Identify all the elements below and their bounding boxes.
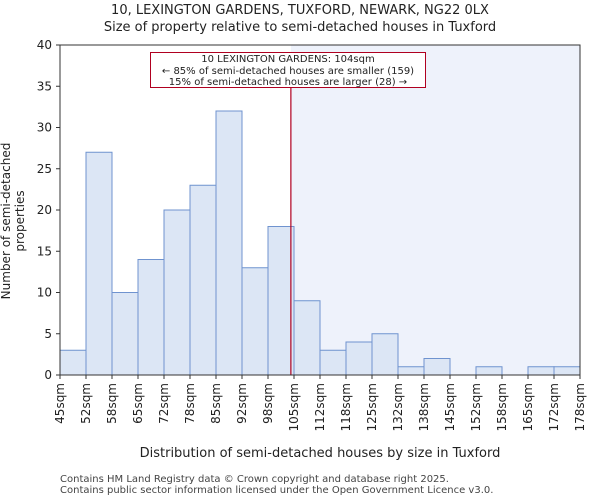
y-axis-label: Number of semi-detached properties [0, 142, 27, 300]
x-tick-label-112sqm: 112sqm [313, 383, 327, 431]
bar-58sqm [111, 292, 139, 376]
bar-165sqm [527, 366, 555, 376]
annotation-box: 10 LEXINGTON GARDENS: 104sqm ← 85% of se… [150, 52, 426, 88]
bar-72sqm [163, 209, 191, 376]
y-tick-label: 25 [37, 162, 52, 176]
bar-118sqm [345, 341, 373, 376]
x-tick-label-165sqm: 165sqm [521, 383, 535, 431]
bar-132sqm [397, 366, 425, 376]
bar-65sqm [137, 259, 165, 376]
x-tick-label-65sqm: 65sqm [131, 383, 145, 424]
x-tick-label-58sqm: 58sqm [105, 383, 119, 424]
x-tick-label-98sqm: 98sqm [261, 383, 275, 424]
bar-125sqm [371, 333, 399, 376]
x-tick-label-72sqm: 72sqm [157, 383, 171, 424]
annotation-line1: 10 LEXINGTON GARDENS: 104sqm [201, 54, 375, 65]
x-tick-label-105sqm: 105sqm [287, 383, 301, 431]
bar-105sqm [293, 300, 321, 376]
x-tick-label-138sqm: 138sqm [417, 383, 431, 431]
footer-line1: Contains HM Land Registry data © Crown c… [60, 474, 449, 485]
y-tick-label: 15 [37, 244, 52, 258]
bar-98sqm [267, 226, 295, 376]
x-tick-label-158sqm: 158sqm [495, 383, 509, 431]
y-tick-label: 5 [44, 327, 52, 341]
y-tick-label: 20 [37, 203, 52, 217]
x-tick-label-178sqm: 178sqm [573, 383, 587, 431]
annotation-line2: ← 85% of semi-detached houses are smalle… [161, 65, 415, 77]
x-tick-label-85sqm: 85sqm [209, 383, 223, 424]
bar-112sqm [319, 349, 347, 376]
y-tick-label: 40 [37, 38, 52, 52]
bar-52sqm [85, 151, 113, 376]
y-tick-label: 0 [44, 368, 52, 382]
x-tick-label-125sqm: 125sqm [365, 383, 379, 431]
bar-92sqm [241, 267, 269, 376]
y-tick-label: 30 [37, 121, 52, 135]
y-tick-label: 35 [37, 79, 52, 93]
axes-frame [59, 44, 581, 376]
bar-152sqm [475, 366, 503, 376]
y-tick-label: 10 [37, 286, 52, 300]
larger-region-background [290, 45, 580, 375]
annotation-line3: 15% of semi-detached houses are larger (… [168, 77, 408, 88]
x-tick-label-172sqm: 172sqm [547, 383, 561, 431]
bar-172sqm [553, 366, 581, 376]
bar-85sqm [215, 110, 243, 376]
x-tick-label-45sqm: 45sqm [53, 383, 67, 424]
footer-line2: Contains public sector information licen… [60, 485, 494, 496]
x-axis-label: Distribution of semi-detached houses by … [139, 446, 501, 461]
x-tick-label-145sqm: 145sqm [443, 383, 457, 431]
bar-45sqm [59, 349, 87, 376]
x-tick-label-92sqm: 92sqm [235, 383, 249, 424]
x-tick-label-152sqm: 152sqm [469, 383, 483, 431]
bar-78sqm [189, 184, 217, 376]
bar-138sqm [423, 358, 451, 376]
x-tick-label-132sqm: 132sqm [391, 383, 405, 431]
x-tick-label-78sqm: 78sqm [183, 383, 197, 424]
chart-title-line1: 10, LEXINGTON GARDENS, TUXFORD, NEWARK, … [111, 3, 489, 18]
chart-title-line2: Size of property relative to semi-detach… [103, 20, 497, 35]
x-tick-label-118sqm: 118sqm [339, 383, 353, 431]
x-tick-label-52sqm: 52sqm [79, 383, 93, 424]
